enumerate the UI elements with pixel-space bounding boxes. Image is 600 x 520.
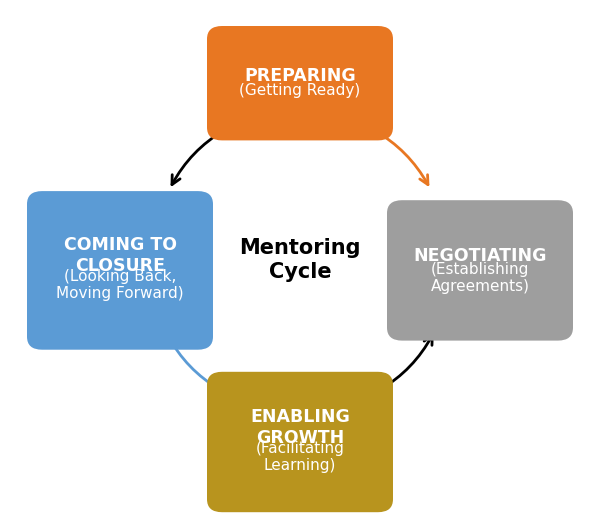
Text: Mentoring
Cycle: Mentoring Cycle xyxy=(239,238,361,282)
Text: NEGOTIATING: NEGOTIATING xyxy=(413,246,547,265)
Text: (Establishing
Agreements): (Establishing Agreements) xyxy=(431,262,530,294)
FancyBboxPatch shape xyxy=(27,191,213,350)
Text: ENABLING
GROWTH: ENABLING GROWTH xyxy=(250,408,350,447)
Text: PREPARING: PREPARING xyxy=(244,67,356,85)
Text: (Facilitating
Learning): (Facilitating Learning) xyxy=(256,440,344,473)
Text: (Looking Back,
Moving Forward): (Looking Back, Moving Forward) xyxy=(56,269,184,302)
Text: (Getting Ready): (Getting Ready) xyxy=(239,83,361,98)
FancyBboxPatch shape xyxy=(207,372,393,512)
FancyBboxPatch shape xyxy=(387,200,573,341)
Text: COMING TO
CLOSURE: COMING TO CLOSURE xyxy=(64,236,176,275)
FancyBboxPatch shape xyxy=(207,26,393,140)
